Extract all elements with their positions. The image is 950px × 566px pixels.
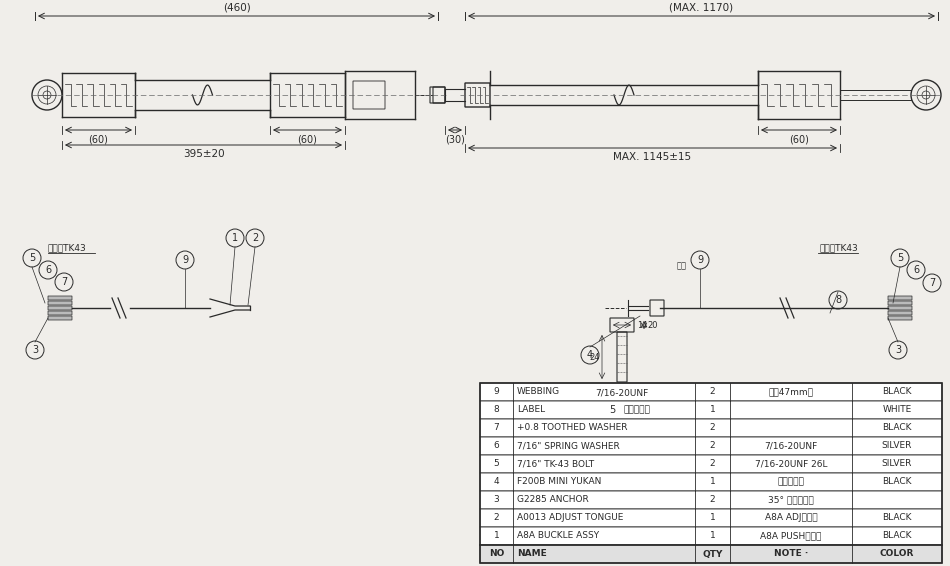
Text: 9: 9 [182,255,188,265]
FancyBboxPatch shape [480,383,942,401]
Text: 2: 2 [710,495,715,504]
Text: A8A PUSHタイプ: A8A PUSHタイプ [760,531,822,541]
FancyBboxPatch shape [888,306,912,310]
Text: 5: 5 [897,253,903,263]
Text: 1: 1 [494,531,500,541]
Text: 35° 固定タイプ: 35° 固定タイプ [769,495,814,504]
Text: 4: 4 [587,350,593,360]
Text: 8: 8 [494,405,500,414]
Text: (60): (60) [789,134,809,144]
Text: LABEL: LABEL [517,405,545,414]
FancyBboxPatch shape [48,296,72,300]
Text: BLACK: BLACK [883,388,912,397]
Text: BLACK: BLACK [883,423,912,432]
Text: 6: 6 [913,265,919,275]
Text: F200B MINI YUKAN: F200B MINI YUKAN [517,478,601,487]
Text: 1: 1 [232,233,238,243]
Text: 7: 7 [61,277,67,287]
Text: 溶着タイプ: 溶着タイプ [777,478,805,487]
Text: 6: 6 [494,441,500,451]
FancyBboxPatch shape [480,509,942,527]
FancyBboxPatch shape [480,401,942,419]
Text: 抑制: 抑制 [677,261,687,270]
Text: 7: 7 [494,423,500,432]
Text: (MAX. 1170): (MAX. 1170) [670,2,733,12]
Text: SILVER: SILVER [882,441,912,451]
Text: 3: 3 [32,345,38,355]
FancyBboxPatch shape [48,311,72,315]
Text: 14: 14 [637,320,648,329]
Text: SILVER: SILVER [882,460,912,469]
Text: 7: 7 [929,278,935,288]
Text: 4: 4 [494,478,500,487]
FancyBboxPatch shape [48,306,72,310]
Text: (60): (60) [88,134,108,144]
Text: 7/16" TK-43 BOLT: 7/16" TK-43 BOLT [517,460,594,469]
FancyBboxPatch shape [480,473,942,491]
Text: 刷印：TK43: 刷印：TK43 [48,243,86,252]
Text: 2: 2 [710,423,715,432]
Text: 7/16-20UNF: 7/16-20UNF [596,388,649,397]
Text: 7/16" SPRING WASHER: 7/16" SPRING WASHER [517,441,619,451]
Text: A8A BUCKLE ASSY: A8A BUCKLE ASSY [517,531,599,541]
Text: 1: 1 [710,513,715,522]
Text: 2: 2 [710,460,715,469]
Text: 標準47mm幅: 標準47mm幅 [769,388,813,397]
Text: G2285 ANCHOR: G2285 ANCHOR [517,495,589,504]
Text: (60): (60) [297,134,317,144]
Text: A8A ADJタイプ: A8A ADJタイプ [765,513,817,522]
Text: +0.8 TOOTHED WASHER: +0.8 TOOTHED WASHER [517,423,628,432]
Text: ボルト箇所: ボルト箇所 [624,405,651,414]
Text: BLACK: BLACK [883,531,912,541]
FancyBboxPatch shape [480,437,942,455]
Text: 20: 20 [647,320,657,329]
Text: COLOR: COLOR [880,550,914,559]
Text: 2: 2 [710,388,715,397]
Text: NAME: NAME [517,550,547,559]
Text: 8: 8 [835,295,841,305]
Text: 3: 3 [494,495,500,504]
FancyBboxPatch shape [480,455,942,473]
FancyBboxPatch shape [48,301,72,305]
Text: WHITE: WHITE [883,405,912,414]
Text: 5: 5 [494,460,500,469]
FancyBboxPatch shape [480,419,942,437]
Text: 5: 5 [28,253,35,263]
Text: NOTE ·: NOTE · [774,550,808,559]
Text: A0013 ADJUST TONGUE: A0013 ADJUST TONGUE [517,513,623,522]
Text: 7/16-20UNF: 7/16-20UNF [765,441,818,451]
Text: (30): (30) [445,134,465,144]
Text: 3: 3 [895,345,901,355]
Text: 2: 2 [252,233,258,243]
Text: 2: 2 [710,441,715,451]
Text: 24: 24 [590,353,600,362]
FancyBboxPatch shape [888,301,912,305]
FancyBboxPatch shape [888,311,912,315]
FancyBboxPatch shape [480,527,942,545]
FancyBboxPatch shape [480,491,942,509]
Text: 1: 1 [710,531,715,541]
Text: 395±20: 395±20 [182,149,224,159]
Text: (460): (460) [222,2,251,12]
Text: BLACK: BLACK [883,478,912,487]
Text: QTY: QTY [702,550,723,559]
Text: MAX. 1145±15: MAX. 1145±15 [614,152,692,162]
Text: WEBBING: WEBBING [517,388,560,397]
Text: 6: 6 [45,265,51,275]
Text: BLACK: BLACK [883,513,912,522]
FancyBboxPatch shape [480,545,942,563]
Text: 9: 9 [494,388,500,397]
FancyBboxPatch shape [888,316,912,320]
FancyBboxPatch shape [48,316,72,320]
Text: NO: NO [489,550,504,559]
Text: 1: 1 [710,405,715,414]
Text: 7/16-20UNF 26L: 7/16-20UNF 26L [754,460,827,469]
Text: 1: 1 [710,478,715,487]
Text: 刷印：TK43: 刷印：TK43 [819,243,858,252]
Text: 9: 9 [697,255,703,265]
Text: 2: 2 [494,513,500,522]
FancyBboxPatch shape [888,296,912,300]
Text: 5: 5 [609,405,616,415]
